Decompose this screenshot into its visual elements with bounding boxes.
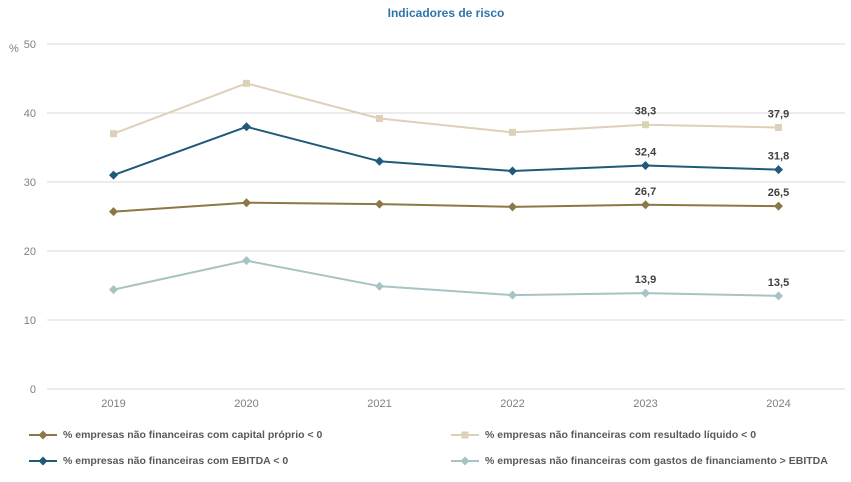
data-point-ebitda-2022	[508, 166, 517, 176]
legend-item-resultado-liquido: % empresas não financeiras com resultado…	[450, 429, 843, 441]
data-label-gastos-financiamento-2024: 13,5	[768, 277, 789, 289]
legend-label-gastos-financiamento: % empresas não financeiras com gastos de…	[485, 455, 828, 467]
chart-title: Indicadores de risco	[387, 6, 505, 20]
data-point-capital-proprio-2021	[375, 199, 384, 209]
legend-marker-capital-proprio	[29, 430, 57, 440]
y-axis-unit-label: %	[9, 43, 19, 55]
data-point-resultado-liquido-2020	[243, 79, 250, 87]
legend-marker-shape-gastos-financiamento	[460, 456, 470, 466]
data-point-resultado-liquido-2021	[376, 115, 383, 123]
legend-label-resultado-liquido: % empresas não financeiras com resultado…	[485, 429, 757, 441]
data-point-resultado-liquido-2019	[110, 130, 117, 138]
y-tick-label-0: 0	[30, 384, 36, 396]
y-tick-label-10: 10	[24, 315, 36, 327]
x-tick-label-2023: 2023	[633, 398, 657, 410]
data-point-resultado-liquido-2024	[775, 123, 782, 131]
x-tick-label-2021: 2021	[367, 398, 391, 410]
series-line-ebitda	[113, 125, 779, 177]
y-axis-ticks: 0 10 20 30 40 50	[24, 39, 36, 396]
data-point-ebitda-2021	[375, 156, 384, 166]
legend-marker-shape-resultado-liquido	[461, 431, 469, 439]
x-tick-label-2020: 2020	[234, 398, 258, 410]
series-line-capital-proprio	[113, 201, 779, 213]
data-label-capital-proprio-2024: 26,5	[768, 187, 789, 199]
data-point-ebitda-2019	[109, 170, 118, 180]
legend-label-capital-proprio: % empresas não financeiras com capital p…	[63, 429, 323, 441]
x-tick-label-2022: 2022	[500, 398, 524, 410]
data-point-gastos-financiamento-2022	[508, 290, 517, 300]
legend-marker-ebitda	[29, 456, 57, 466]
data-point-capital-proprio-2023	[641, 200, 650, 210]
data-point-gastos-financiamento-2020	[242, 256, 251, 266]
legend-item-gastos-financiamento: % empresas não financeiras com gastos de…	[450, 455, 843, 467]
legend-marker-shape-ebitda	[38, 456, 48, 466]
y-tick-label-20: 20	[24, 246, 36, 258]
data-point-gastos-financiamento-2019	[109, 285, 118, 295]
data-point-resultado-liquido-2022	[509, 128, 516, 136]
y-gridlines	[47, 43, 845, 390]
series-line-gastos-financiamento	[113, 259, 779, 297]
data-label-ebitda-2024: 31,8	[768, 151, 789, 163]
data-point-capital-proprio-2019	[109, 207, 118, 217]
data-point-resultado-liquido-2023	[642, 121, 649, 129]
data-point-capital-proprio-2024	[774, 201, 783, 211]
data-point-capital-proprio-2020	[242, 198, 251, 208]
data-point-ebitda-2024	[774, 165, 783, 175]
data-point-gastos-financiamento-2021	[375, 281, 384, 291]
series-gastos-financiamento: 13,9 13,5	[109, 256, 789, 301]
x-tick-label-2024: 2024	[766, 398, 790, 410]
y-tick-label-40: 40	[24, 108, 36, 120]
series-ebitda: 32,4 31,8	[109, 122, 789, 180]
legend-item-capital-proprio: % empresas não financeiras com capital p…	[28, 429, 450, 441]
legend-marker-gastos-financiamento	[451, 456, 479, 466]
y-tick-label-50: 50	[24, 39, 36, 51]
data-label-gastos-financiamento-2023: 13,9	[635, 274, 656, 286]
data-label-resultado-liquido-2024: 37,9	[768, 108, 789, 120]
legend-label-ebitda: % empresas não financeiras com EBITDA < …	[63, 455, 289, 467]
chart-legend: % empresas não financeiras com capital p…	[28, 429, 843, 467]
x-axis-ticks: 2019 2020 2021 2022 2023 2024	[101, 398, 790, 410]
data-point-capital-proprio-2022	[508, 202, 517, 212]
data-label-capital-proprio-2023: 26,7	[635, 186, 656, 198]
data-point-ebitda-2023	[641, 160, 650, 170]
series-line-resultado-liquido	[113, 82, 779, 135]
legend-marker-shape-capital-proprio	[38, 430, 48, 440]
data-label-resultado-liquido-2023: 38,3	[635, 106, 656, 118]
data-point-gastos-financiamento-2024	[774, 291, 783, 301]
line-chart-canvas: 0 10 20 30 40 50% 2019 2020 2021 2022 2023 2024 26,7…	[9, 39, 845, 410]
legend-item-ebitda: % empresas não financeiras com EBITDA < …	[28, 455, 450, 467]
y-tick-label-30: 30	[24, 177, 36, 189]
data-label-ebitda-2023: 32,4	[635, 146, 657, 158]
data-point-gastos-financiamento-2023	[641, 288, 650, 298]
series-resultado-liquido: 38,3 37,9	[110, 79, 789, 138]
x-tick-label-2019: 2019	[101, 398, 125, 410]
series-capital-proprio: 26,7 26,5	[109, 186, 789, 217]
legend-marker-resultado-liquido	[451, 431, 479, 439]
data-point-ebitda-2020	[242, 122, 251, 132]
